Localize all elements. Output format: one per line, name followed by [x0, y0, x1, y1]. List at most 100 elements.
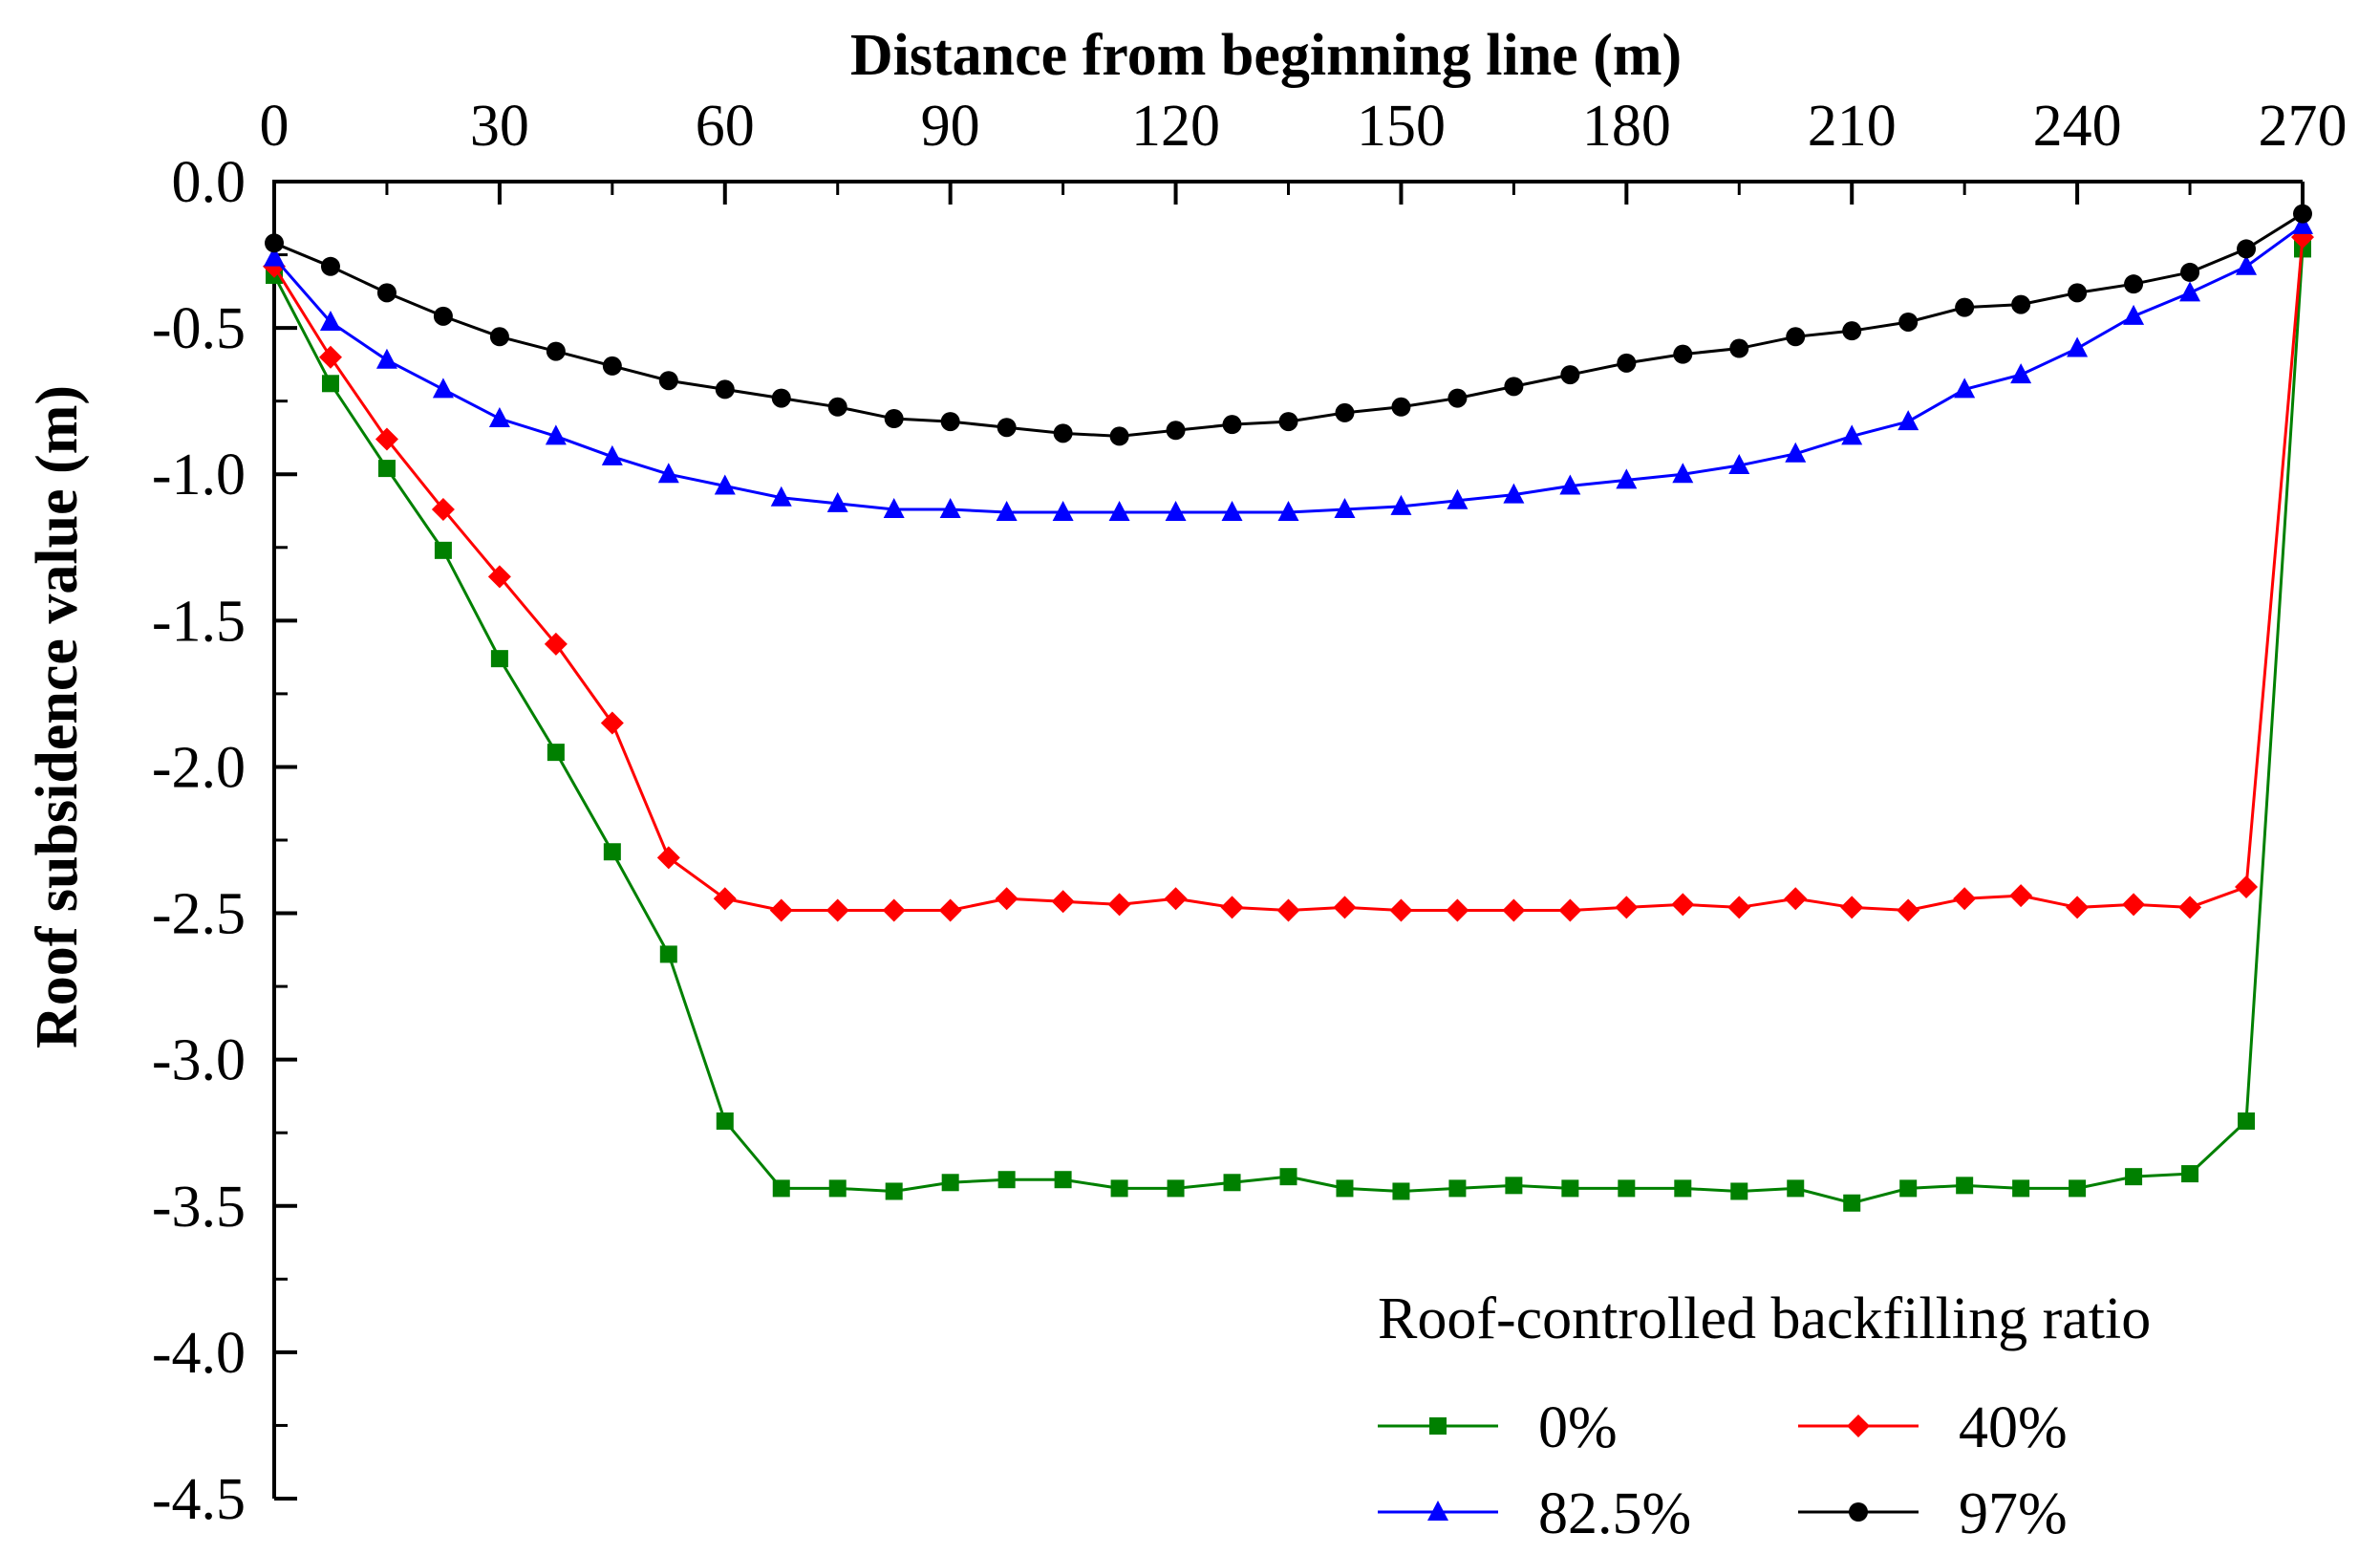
- data-point-82-5: [1898, 410, 1919, 431]
- data-point-97: [1222, 415, 1242, 435]
- data-point-97: [1335, 402, 1355, 422]
- data-point-40: [1333, 896, 1357, 919]
- data-point-97: [2068, 283, 2088, 303]
- data-point-0: [1730, 1182, 1748, 1200]
- data-point-97: [2293, 204, 2312, 224]
- data-point-0: [1618, 1179, 1636, 1198]
- data-point-82-5: [1672, 463, 1694, 484]
- data-point-40: [2122, 893, 2146, 917]
- y-tick-label: -4.5: [152, 1467, 246, 1532]
- y-tick-label: -0.5: [152, 296, 246, 361]
- data-point-97: [1109, 426, 1129, 446]
- data-point-0: [828, 1179, 847, 1198]
- data-point-0: [1843, 1194, 1861, 1212]
- data-point-82-5: [1728, 454, 1750, 475]
- data-point-40: [2235, 875, 2259, 898]
- data-point-97: [2180, 262, 2200, 282]
- legend-item-82-5: 82.5%: [1378, 1481, 1691, 1546]
- data-point-40: [769, 898, 793, 922]
- y-tick-label: -3.5: [152, 1175, 246, 1240]
- y-tick-label: -1.0: [152, 443, 246, 508]
- data-point-97: [2124, 274, 2144, 294]
- data-point-82-5: [432, 378, 454, 399]
- data-point-0: [434, 541, 452, 559]
- data-point-97: [1673, 344, 1693, 364]
- legend-marker: [1849, 1502, 1868, 1522]
- data-point-0: [1956, 1177, 1974, 1195]
- data-point-40: [1389, 898, 1413, 922]
- data-point-40: [1220, 896, 1244, 919]
- data-point-0: [1279, 1168, 1297, 1186]
- series-line-97: [273, 212, 2304, 438]
- data-point-82-5: [545, 424, 567, 445]
- data-point-40: [1558, 898, 1582, 922]
- data-point-40: [1671, 893, 1695, 917]
- data-point-40: [825, 898, 849, 922]
- data-point-97: [1729, 338, 1749, 358]
- data-point-82-5: [1447, 488, 1469, 509]
- data-point-40: [938, 898, 962, 922]
- data-point-0: [2069, 1179, 2087, 1198]
- data-point-97: [602, 356, 622, 376]
- data-point-97: [265, 233, 284, 253]
- y-tick-label: -2.5: [152, 882, 246, 947]
- legend-marker: [1427, 1501, 1448, 1521]
- data-point-0: [997, 1171, 1016, 1189]
- data-point-40: [995, 887, 1018, 911]
- data-point-82-5: [770, 486, 792, 507]
- data-point-97: [658, 371, 678, 391]
- data-point-40: [1051, 890, 1075, 914]
- data-point-0: [1054, 1171, 1072, 1189]
- data-point-97: [1053, 423, 1073, 443]
- x-tick-label: 120: [1131, 94, 1220, 159]
- y-tick-label: 0.0: [172, 150, 247, 215]
- data-point-40: [1502, 898, 1526, 922]
- data-point-0: [1448, 1179, 1467, 1198]
- data-point-82-5: [657, 463, 679, 484]
- data-point-82-5: [996, 501, 1018, 522]
- data-point-97: [376, 283, 397, 303]
- data-point-97: [1842, 321, 1862, 341]
- legend-title: Roof-controlled backfilling ratio: [1378, 1286, 2151, 1351]
- data-point-97: [433, 306, 453, 326]
- data-point-40: [1446, 898, 1469, 922]
- data-point-40: [1953, 887, 1977, 911]
- data-point-40: [544, 632, 568, 656]
- x-tick-label: 210: [1808, 94, 1897, 159]
- data-point-40: [713, 887, 737, 911]
- data-point-0: [1561, 1179, 1579, 1198]
- data-point-40: [431, 497, 455, 521]
- data-point-97: [827, 397, 847, 417]
- data-point-0: [603, 843, 621, 861]
- data-point-97: [1447, 388, 1468, 408]
- legend-marker: [1847, 1415, 1870, 1437]
- data-point-0: [2012, 1179, 2030, 1198]
- y-tick-label: -4.0: [152, 1321, 246, 1386]
- x-tick-label: 90: [921, 94, 980, 159]
- data-point-82-5: [1390, 494, 1412, 515]
- data-point-97: [1504, 377, 1524, 397]
- legend-item-97: 97%: [1798, 1481, 2068, 1546]
- data-point-82-5: [2292, 213, 2313, 234]
- data-point-40: [656, 846, 680, 870]
- y-tick-label: -2.0: [152, 735, 246, 800]
- data-point-40: [2009, 884, 2033, 908]
- data-point-82-5: [1108, 501, 1130, 522]
- data-point-97: [546, 341, 566, 361]
- series-0: [266, 240, 2311, 1212]
- data-point-0: [1392, 1182, 1410, 1200]
- data-point-97: [940, 412, 960, 432]
- data-point-40: [1615, 896, 1639, 919]
- data-point-97: [715, 379, 735, 400]
- data-point-0: [2181, 1165, 2199, 1183]
- data-point-97: [489, 327, 509, 347]
- data-point-40: [1727, 896, 1751, 919]
- legend-label: 0%: [1538, 1395, 1618, 1460]
- data-point-82-5: [2179, 281, 2201, 302]
- y-tick-label: -1.5: [152, 589, 246, 654]
- data-point-82-5: [714, 474, 736, 495]
- data-point-82-5: [883, 497, 905, 518]
- data-point-97: [1166, 421, 1186, 441]
